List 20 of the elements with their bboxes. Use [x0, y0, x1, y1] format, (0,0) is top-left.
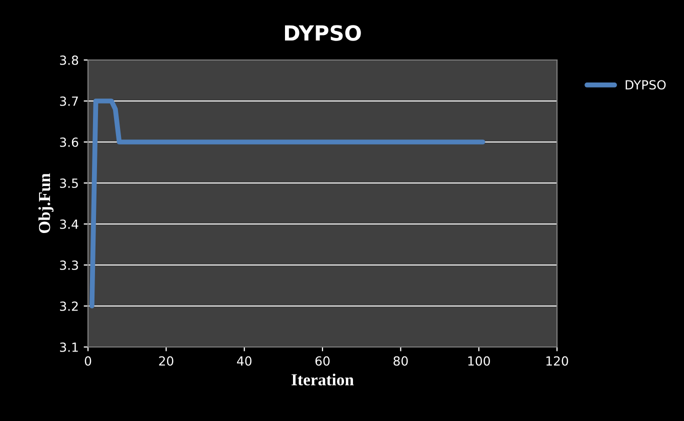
- x-tick-label: 100: [468, 356, 490, 366]
- y-tick-label: 3.6: [60, 137, 78, 147]
- chart-title: DYPSO: [284, 25, 361, 41]
- x-tick-label: 120: [546, 356, 568, 366]
- y-tick-label: 3.5: [60, 178, 78, 188]
- y-axis-title: Obj.Fun: [38, 173, 54, 234]
- legend-label: DYPSO: [626, 80, 666, 90]
- y-tick-label: 3.7: [60, 96, 78, 106]
- x-tick-label: 40: [236, 356, 252, 366]
- y-tick-label: 3.3: [60, 260, 78, 270]
- x-axis-title: Iteration: [292, 374, 354, 386]
- y-tick-label: 3.8: [60, 55, 78, 65]
- x-tick-label: 20: [159, 356, 174, 366]
- x-tick-label: 80: [394, 356, 408, 366]
- line-series: [89, 98, 486, 308]
- y-tick-label: 3.4: [60, 219, 78, 229]
- y-tick-label: 3.2: [60, 301, 78, 311]
- x-tick-label: 0: [84, 356, 92, 366]
- y-tick-label: 3.1: [60, 342, 78, 352]
- x-tick-label: 60: [315, 356, 330, 366]
